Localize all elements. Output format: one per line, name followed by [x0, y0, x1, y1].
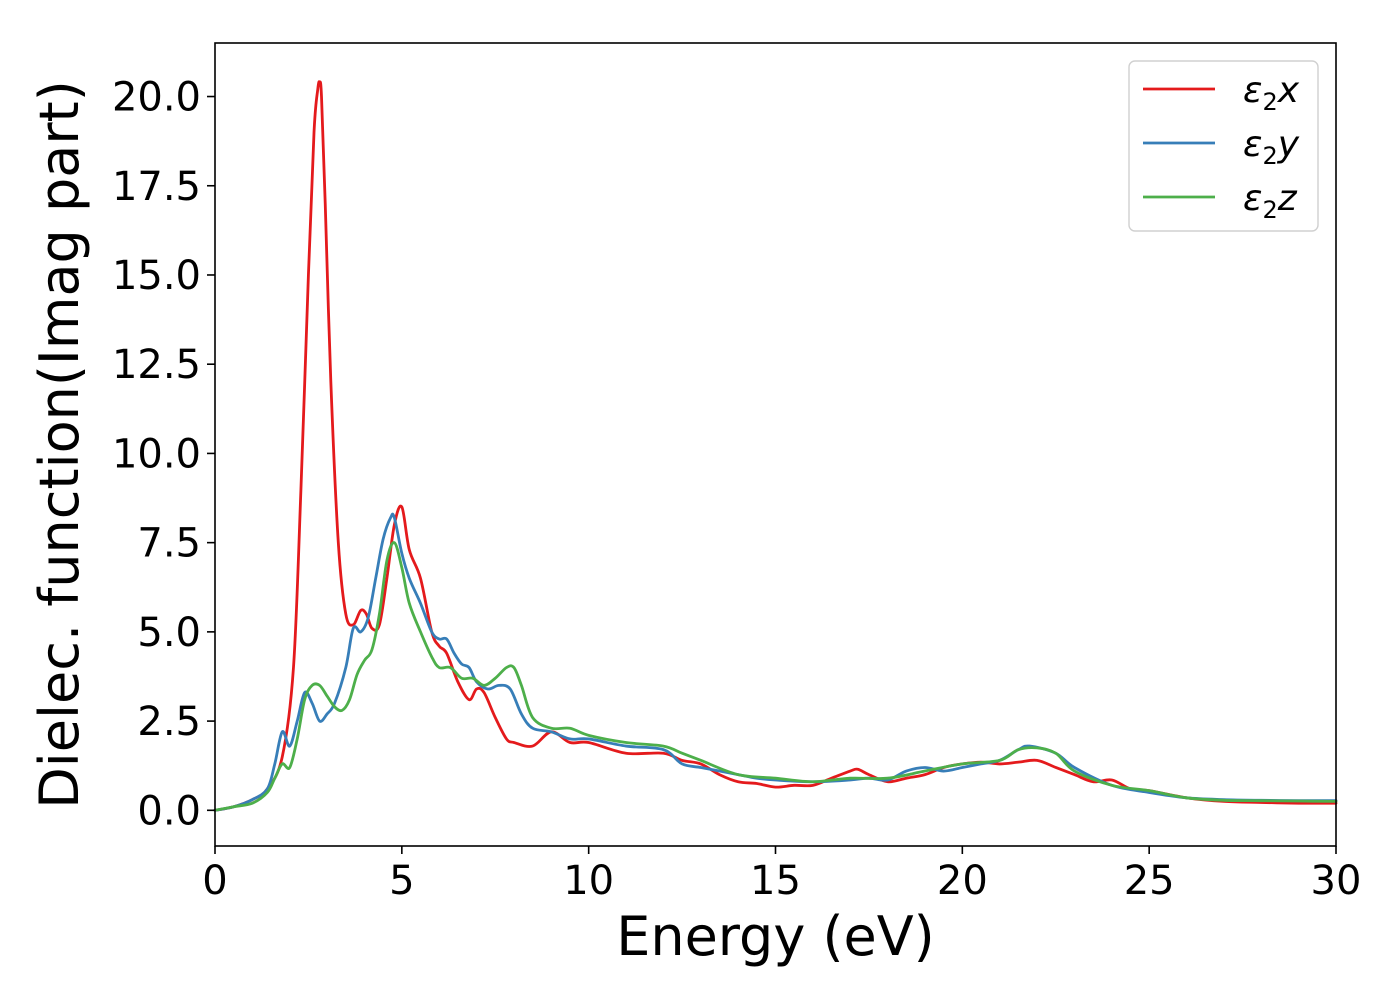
- legend-label-y: ε2y: [1243, 124, 1300, 170]
- y-tick-label: 5.0: [137, 610, 201, 656]
- y-tick-label: 20.0: [112, 75, 201, 121]
- series-line-z: [213, 541, 1338, 812]
- legend-label-z: ε2z: [1243, 178, 1298, 224]
- x-axis-title: Energy (eV): [616, 905, 935, 968]
- x-tick-label: 20: [937, 858, 988, 904]
- y-tick-label: 2.5: [137, 699, 201, 745]
- series-line-x: [213, 80, 1338, 812]
- legend-label-x: ε2x: [1243, 70, 1300, 116]
- y-tick-label: 7.5: [137, 521, 201, 567]
- y-tick-label: 0.0: [137, 788, 201, 834]
- y-tick-label: 17.5: [112, 164, 201, 210]
- y-tick-label: 10.0: [112, 431, 201, 477]
- y-tick-label: 12.5: [112, 342, 201, 388]
- y-axis: 0.0 2.5 5.0 7.5 10.0 12.5 15.0 17.5 20.0: [112, 75, 215, 834]
- x-tick-label: 25: [1124, 858, 1175, 904]
- x-tick-label: 5: [389, 858, 414, 904]
- x-axis: 0 5 10 15 20 25 30: [202, 846, 1361, 904]
- y-axis-title: Dielec. function(Imag part): [28, 80, 91, 809]
- legend: ε2x ε2y ε2z: [1128, 60, 1319, 232]
- legend-entries: ε2x ε2y ε2z: [1143, 70, 1300, 224]
- x-tick-label: 30: [1311, 858, 1362, 904]
- legend-box: [1128, 60, 1319, 232]
- x-tick-label: 0: [202, 858, 227, 904]
- series-layer: [213, 80, 1338, 812]
- x-tick-label: 10: [563, 858, 614, 904]
- y-tick-label: 15.0: [112, 253, 201, 299]
- x-tick-label: 15: [750, 858, 801, 904]
